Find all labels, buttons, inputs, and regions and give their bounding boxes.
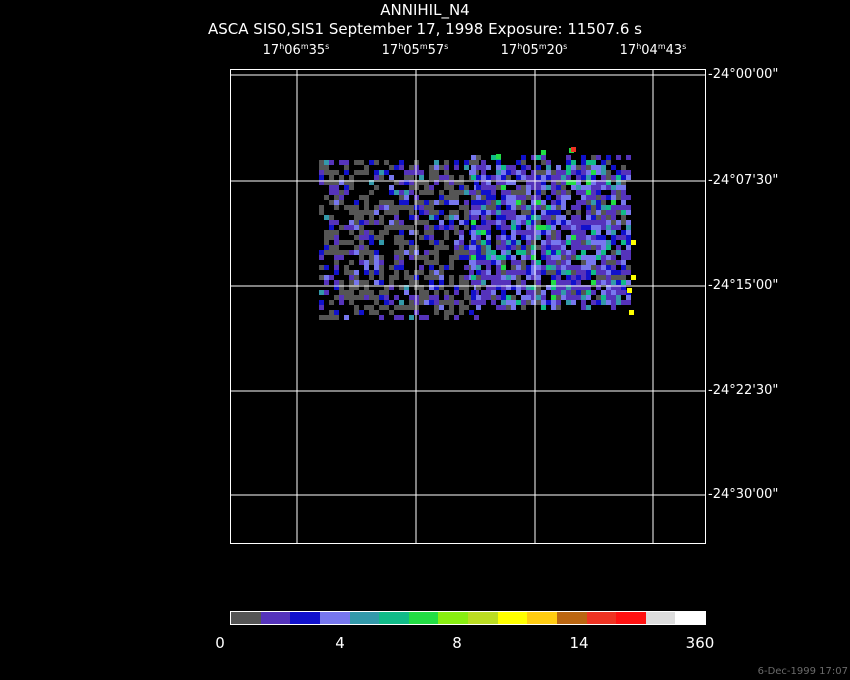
- dec-tick-label: -24°00'00": [708, 67, 779, 82]
- dec-tick-label: -24°30'00": [708, 487, 779, 502]
- colorbar-swatch: [468, 612, 498, 624]
- colorbar-swatch: [497, 612, 528, 624]
- colorbar-swatch: [290, 612, 320, 624]
- colorbar-swatch: [586, 612, 617, 624]
- ra-tick-label: 17h04m43s: [619, 42, 687, 58]
- colorbar-label: 14: [569, 634, 589, 652]
- figure-subtitle: ASCA SIS0,SIS1 September 17, 1998 Exposu…: [208, 20, 642, 38]
- ra-tick-label: 17h05m20s: [500, 42, 568, 58]
- dec-tick-label: -24°15'00": [708, 278, 779, 293]
- dec-tick-label: -24°22'30": [708, 383, 779, 398]
- colorbar-swatch: [319, 612, 350, 624]
- figure-title: ANNIHIL_N4: [380, 1, 470, 19]
- coordinate-grid: [231, 70, 705, 543]
- image-pixels: [319, 147, 636, 320]
- colorbar-swatch: [616, 612, 646, 624]
- timestamp: 6-Dec-1999 17:07: [757, 666, 848, 677]
- colorbar-label: 360: [685, 634, 715, 652]
- colorbar: [230, 611, 706, 625]
- colorbar-swatch: [556, 612, 587, 624]
- colorbar-swatch: [675, 612, 705, 624]
- ra-tick-label: 17h05m57s: [381, 42, 449, 58]
- colorbar-swatch: [438, 612, 468, 624]
- ra-tick-label: 17h06m35s: [262, 42, 330, 58]
- colorbar-label: 4: [335, 634, 345, 652]
- colorbar-label: 0: [215, 634, 225, 652]
- xray-image: [231, 70, 705, 543]
- colorbar-swatch: [379, 612, 409, 624]
- dec-tick-label: -24°07'30": [708, 173, 779, 188]
- colorbar-label: 8: [452, 634, 462, 652]
- colorbar-swatch: [645, 612, 676, 624]
- colorbar-swatch: [260, 612, 291, 624]
- colorbar-swatch: [408, 612, 439, 624]
- image-frame: [230, 69, 706, 544]
- colorbar-swatch: [231, 612, 261, 624]
- colorbar-swatch: [527, 612, 557, 624]
- colorbar-swatch: [349, 612, 380, 624]
